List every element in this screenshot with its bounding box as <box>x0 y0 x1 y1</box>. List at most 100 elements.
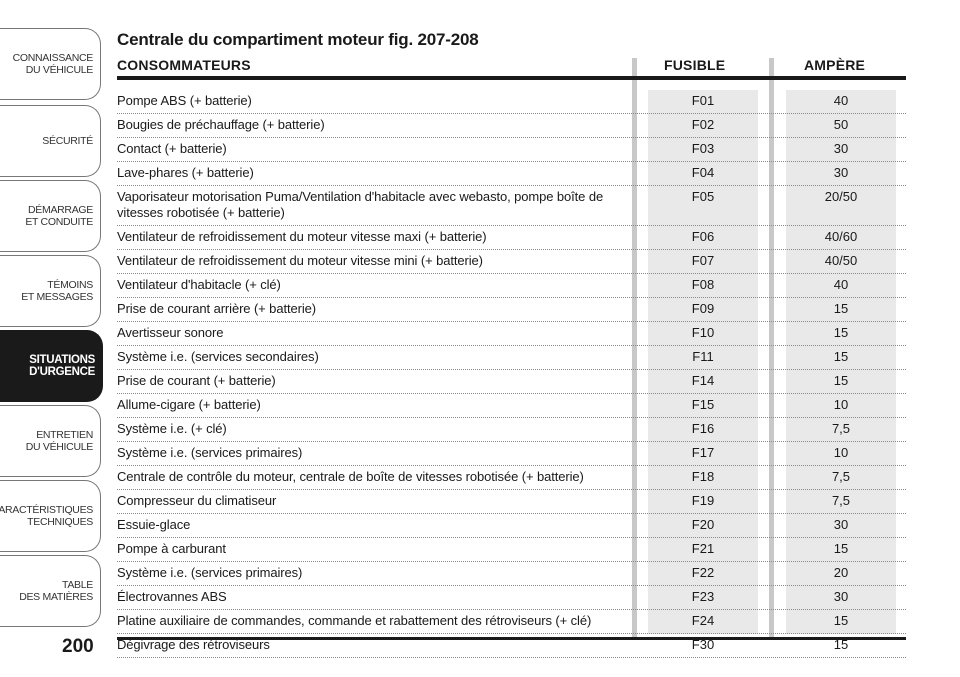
consumer-description: Système i.e. (services primaires) <box>117 565 303 580</box>
consumer-description: Essuie-glace <box>117 517 191 532</box>
chapter-sidebar: CONNAISSANCE DU VÉHICULE SÉCURITÉ DÉMARR… <box>0 0 104 677</box>
table-row: Avertisseur sonore F10 15 <box>117 322 906 346</box>
fusible-column-background <box>648 90 758 634</box>
table-row: Prise de courant arrière (+ batterie) F09… <box>117 298 906 322</box>
ampere-value: 10 <box>833 445 849 460</box>
consumer-description: Pompe à carburant <box>117 541 226 556</box>
ampere-value: 50 <box>833 117 849 132</box>
column-divider <box>769 58 774 640</box>
consumer-description: Pompe ABS (+ batterie) <box>117 93 252 108</box>
table-row: Électrovannes ABS F23 30 <box>117 586 906 610</box>
tab-table-des-matieres[interactable]: TABLE DES MATIÈRES <box>0 555 101 627</box>
ampere-value: 7,5 <box>831 421 851 436</box>
consumer-description: Système i.e. (services primaires) <box>117 445 303 460</box>
table-row: Pompe à carburant F21 15 <box>117 538 906 562</box>
ampere-value: 40 <box>833 277 849 292</box>
tab-entretien-du-vehicule[interactable]: ENTRETIEN DU VÉHICULE <box>0 405 101 477</box>
consumer-description: Ventilateur de refroidissement du moteur… <box>117 253 483 268</box>
ampere-value: 7,5 <box>831 469 851 484</box>
header-fusible: FUSIBLE <box>664 57 726 73</box>
fuse-id: F08 <box>691 277 715 292</box>
column-divider <box>632 58 637 640</box>
table-row: Dégivrage des rétroviseurs F30 15 <box>117 634 906 658</box>
ampere-column-background <box>786 90 896 634</box>
page-title: Centrale du compartiment moteur fig. 207… <box>117 30 479 49</box>
consumer-description: Prise de courant (+ batterie) <box>117 373 276 388</box>
table-row: Allume-cigare (+ batterie) F15 10 <box>117 394 906 418</box>
fuse-id: F14 <box>691 373 715 388</box>
consumer-description: Vaporisateur motorisation Puma/Ventilati… <box>117 189 604 220</box>
ampere-value: 15 <box>833 637 849 652</box>
fuse-id: F05 <box>691 189 715 204</box>
fuse-id: F15 <box>691 397 715 412</box>
table-row: Pompe ABS (+ batterie) F01 40 <box>117 90 906 114</box>
table-row: Prise de courant (+ batterie) F14 15 <box>117 370 906 394</box>
consumer-description: Ventilateur d'habitacle (+ clé) <box>117 277 281 292</box>
table-bottom-rule <box>117 637 906 640</box>
tab-caracteristiques-techniques[interactable]: CARACTÉRISTIQUES TECHNIQUES <box>0 480 101 552</box>
fuse-id: F02 <box>691 117 715 132</box>
fuse-id: F20 <box>691 517 715 532</box>
consumer-description: Dégivrage des rétroviseurs <box>117 637 270 652</box>
ampere-value: 10 <box>833 397 849 412</box>
ampere-value: 30 <box>833 141 849 156</box>
fuse-id: F17 <box>691 445 715 460</box>
fuse-id: F04 <box>691 165 715 180</box>
ampere-value: 40/50 <box>824 253 858 268</box>
consumer-description: Centrale de contrôle du moteur, centrale… <box>117 469 584 484</box>
header-consommateurs: CONSOMMATEURS <box>117 57 251 73</box>
table-row: Ventilateur de refroidissement du moteur… <box>117 226 906 250</box>
ampere-value: 7,5 <box>831 493 851 508</box>
consumer-description: Allume-cigare (+ batterie) <box>117 397 261 412</box>
consumer-description: Prise de courant arrière (+ batterie) <box>117 301 316 316</box>
ampere-value: 40 <box>833 93 849 108</box>
consumer-description: Électrovannes ABS <box>117 589 227 604</box>
tab-connaissance-du-vehicule[interactable]: CONNAISSANCE DU VÉHICULE <box>0 28 101 100</box>
ampere-value: 15 <box>833 301 849 316</box>
table-row: Ventilateur de refroidissement du moteur… <box>117 250 906 274</box>
fuse-id: F24 <box>691 613 715 628</box>
ampere-value: 20 <box>833 565 849 580</box>
ampere-value: 15 <box>833 373 849 388</box>
consumer-description: Système i.e. (services secondaires) <box>117 349 319 364</box>
ampere-value: 40/60 <box>824 229 858 244</box>
table-row: Système i.e. (+ clé) F16 7,5 <box>117 418 906 442</box>
consumer-description: Système i.e. (+ clé) <box>117 421 227 436</box>
consumer-description: Bougies de préchauffage (+ batterie) <box>117 117 325 132</box>
table-row: Bougies de préchauffage (+ batterie) F02 5… <box>117 114 906 138</box>
ampere-value: 30 <box>833 589 849 604</box>
table-row: Platine auxiliaire de commandes, command… <box>117 610 906 634</box>
tab-temoins-et-messages[interactable]: TÉMOINS ET MESSAGES <box>0 255 101 327</box>
fuse-id: F03 <box>691 141 715 156</box>
fuse-id: F16 <box>691 421 715 436</box>
table-row: Ventilateur d'habitacle (+ clé) F08 40 <box>117 274 906 298</box>
tab-securite[interactable]: SÉCURITÉ <box>0 105 101 177</box>
ampere-value: 30 <box>833 517 849 532</box>
table-row: Centrale de contrôle du moteur, centrale… <box>117 466 906 490</box>
consumer-description: Compresseur du climatiseur <box>117 493 277 508</box>
fuse-id: F10 <box>691 325 715 340</box>
table-row: Contact (+ batterie) F03 30 <box>117 138 906 162</box>
fuse-id: F11 <box>692 349 714 364</box>
table-row: Compresseur du climatiseur F19 7,5 <box>117 490 906 514</box>
table-row: Système i.e. (services secondaires) F11 15 <box>117 346 906 370</box>
ampere-value: 20/50 <box>824 189 858 204</box>
consumer-description: Lave-phares (+ batterie) <box>117 165 254 180</box>
tab-situations-d-urgence[interactable]: SITUATIONS D'URGENCE <box>0 330 103 402</box>
ampere-value: 15 <box>833 325 849 340</box>
fuse-id: F21 <box>691 541 715 556</box>
header-ampere: AMPÈRE <box>804 57 866 73</box>
fuse-table: Pompe ABS (+ batterie) F01 40 Bougies de pr… <box>117 90 906 658</box>
table-row: Système i.e. (services primaires) F22 20 <box>117 562 906 586</box>
ampere-value: 15 <box>833 349 849 364</box>
fuse-id: F18 <box>691 469 715 484</box>
table-row: Système i.e. (services primaires) F17 10 <box>117 442 906 466</box>
consumer-description: Contact (+ batterie) <box>117 141 227 156</box>
table-row: Essuie-glace F20 30 <box>117 514 906 538</box>
consumer-description: Ventilateur de refroidissement du moteur… <box>117 229 487 244</box>
tab-demarrage-et-conduite[interactable]: DÉMARRAGE ET CONDUITE <box>0 180 101 252</box>
fuse-id: F30 <box>691 637 715 652</box>
ampere-value: 15 <box>833 541 849 556</box>
table-row: Vaporisateur motorisation Puma/Ventilati… <box>117 186 906 226</box>
fuse-id: F06 <box>691 229 715 244</box>
